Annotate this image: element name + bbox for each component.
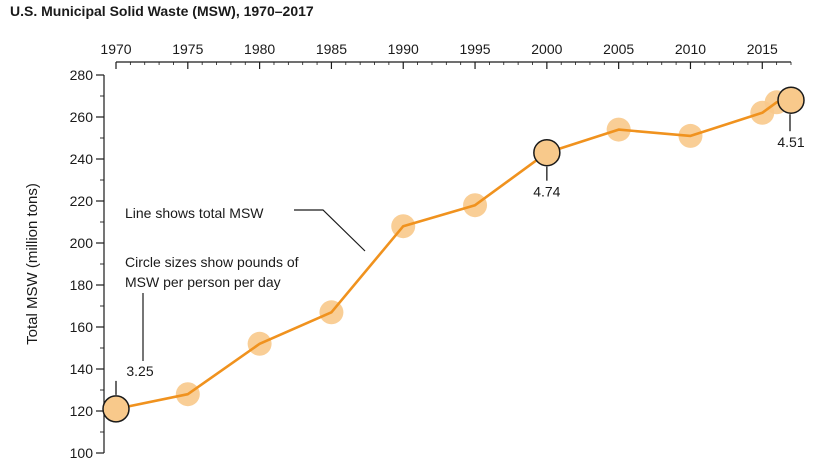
x-tick-label-1985: 1985	[316, 41, 347, 57]
chart-title: U.S. Municipal Solid Waste (MSW), 1970–2…	[10, 3, 314, 19]
highlight-circle-2017	[777, 86, 805, 114]
x-tick-label-1980: 1980	[244, 41, 275, 57]
y-tick-label-280: 280	[70, 67, 94, 83]
y-tick-label-180: 180	[70, 277, 94, 293]
x-tick-label-1990: 1990	[388, 41, 419, 57]
series-line	[115, 98, 792, 411]
annotation-circle-note-line-1: Circle sizes show pounds of	[125, 254, 299, 270]
y-tick-label-260: 260	[70, 109, 94, 125]
x-tick-label-2010: 2010	[675, 41, 706, 57]
x-tick-label-1975: 1975	[172, 41, 203, 57]
y-tick-label-100: 100	[70, 445, 94, 461]
annotations: 3.25 4.74 4.51 Line shows total MSW Circle s…	[115, 114, 805, 395]
annotation-line-leader	[294, 209, 366, 252]
highlight-circle-2000	[533, 138, 561, 167]
y-tick-label-140: 140	[70, 361, 94, 377]
y-axis-label: Total MSW (million tons)	[24, 183, 41, 345]
y-tick-label-220: 220	[70, 193, 94, 209]
highlight-label-2000: 4.74	[533, 184, 560, 200]
y-tick-label-160: 160	[70, 319, 94, 335]
highlight-circle-1970	[102, 395, 130, 423]
annotation-line-note: Line shows total MSW	[125, 205, 264, 221]
x-tick-label-1995: 1995	[459, 41, 490, 57]
highlight-label-2017: 4.51	[777, 134, 804, 150]
x-tick-label-2000: 2000	[531, 41, 562, 57]
axes: 1970 1975 1980 1985 1990 1995 2000 2005 2010 2015…	[24, 41, 792, 461]
y-tick-label-200: 200	[70, 235, 94, 251]
y-tick-label-240: 240	[70, 151, 94, 167]
highlight-label-1970: 3.25	[126, 363, 153, 379]
y-tick-label-120: 120	[70, 403, 94, 419]
x-tick-label-1970: 1970	[100, 41, 131, 57]
marks	[102, 86, 805, 423]
annotation-circle-note-line-2: MSW per person per day	[125, 274, 281, 290]
x-tick-label-2015: 2015	[747, 41, 778, 57]
x-tick-label-2005: 2005	[603, 41, 634, 57]
